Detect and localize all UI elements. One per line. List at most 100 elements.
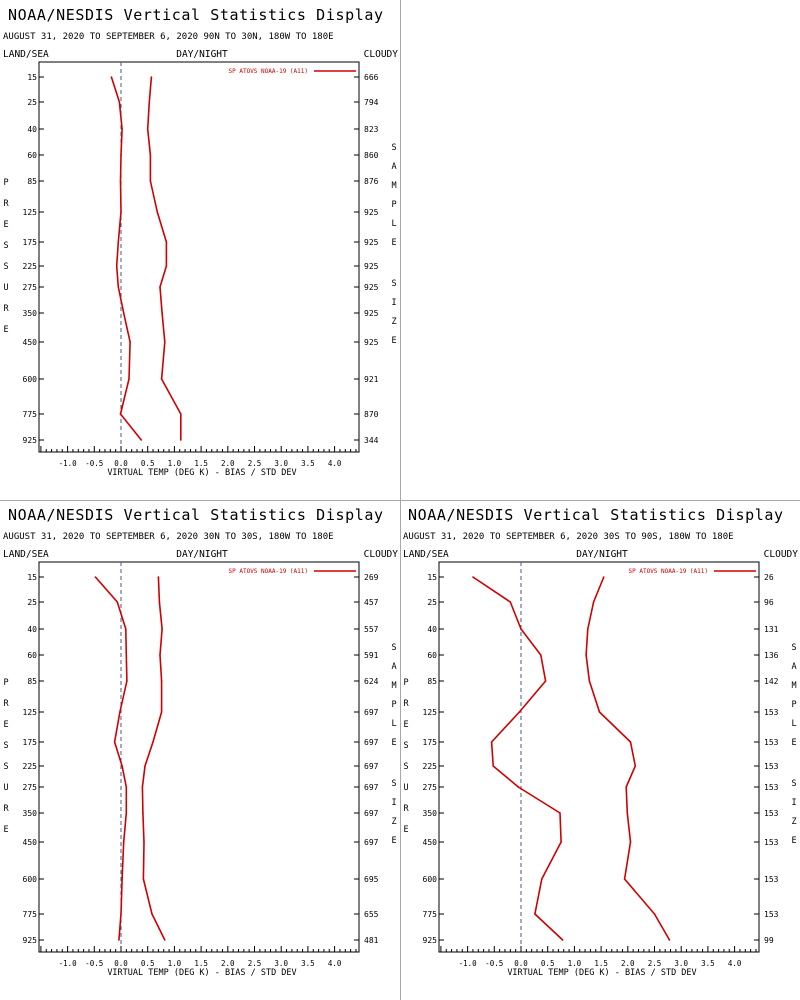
data-point-std-dev	[588, 680, 591, 682]
sample-size-label: 26	[764, 573, 774, 582]
x-tick-label: 3.0	[274, 959, 288, 968]
x-tick-label: 4.0	[328, 959, 342, 968]
plot-frame	[438, 561, 760, 953]
data-point-std-dev	[159, 286, 161, 288]
header-day-night: DAY/NIGHT	[576, 549, 628, 560]
data-point-bias	[129, 341, 131, 343]
y-axis-label-letter: R	[3, 699, 9, 709]
pressure-level-label: 350	[23, 809, 38, 818]
y-axis-label-letter: U	[3, 783, 8, 793]
data-point-std-dev	[653, 913, 656, 915]
data-point-std-dev	[160, 680, 163, 682]
sample-size-label: 153	[764, 875, 779, 884]
pressure-level-label: 40	[27, 125, 37, 134]
sample-size-label: 823	[364, 125, 379, 134]
pressure-level-label: 25	[27, 598, 37, 607]
y2-axis-label-letter: E	[391, 336, 396, 346]
y2-axis-label-letter: P	[391, 700, 396, 710]
header-cloudy: CLOUDY	[364, 49, 399, 60]
pressure-level-label: 450	[23, 338, 38, 347]
y-axis-label-letter: S	[3, 741, 8, 751]
chart-subtitle: AUGUST 31, 2020 TO SEPTEMBER 6, 2020 30N…	[3, 532, 334, 542]
pressure-level-label: 600	[23, 375, 38, 384]
chart-panel-90n-30n: NOAA/NESDIS Vertical Statistics Display A…	[0, 0, 400, 500]
x-tick-label: 0.0	[114, 459, 128, 468]
sample-size-label: 925	[364, 309, 379, 318]
data-point-bias	[560, 841, 562, 843]
y2-axis-label-letter: E	[391, 738, 396, 748]
data-point-bias	[126, 680, 128, 682]
data-point-std-dev	[143, 841, 145, 843]
data-point-std-dev	[142, 878, 145, 880]
pressure-level-label: 60	[27, 651, 37, 660]
data-point-std-dev	[160, 378, 163, 380]
data-point-bias	[118, 101, 121, 103]
data-point-std-dev	[165, 241, 168, 243]
x-tick-label: -0.5	[85, 959, 103, 968]
pressure-level-label: 350	[23, 309, 38, 318]
x-tick-label: 2.0	[221, 959, 235, 968]
pressure-level-label: 225	[23, 262, 38, 271]
pressure-level-label: 125	[23, 708, 38, 717]
sample-size-label: 925	[364, 208, 379, 217]
chart-panel-30n-30s: NOAA/NESDIS Vertical Statistics Display A…	[0, 500, 400, 1000]
data-point-std-dev	[158, 601, 161, 603]
sample-size-label: 655	[364, 910, 379, 919]
sample-size-label: 96	[764, 598, 774, 607]
y2-axis-label-letter: A	[391, 162, 396, 172]
data-point-std-dev	[634, 765, 637, 767]
y-axis-label-letter: S	[3, 762, 8, 772]
x-tick-label: 0.5	[141, 959, 155, 968]
sample-size-label: 860	[364, 151, 379, 160]
y2-axis-label-letter: Z	[391, 317, 396, 327]
data-point-std-dev	[142, 812, 144, 814]
data-point-bias	[120, 913, 122, 915]
sample-size-label: 153	[764, 762, 779, 771]
chart-svg: NOAA/NESDIS Vertical Statistics Display A…	[3, 506, 398, 978]
data-point-bias	[125, 654, 128, 656]
sample-size-label: 153	[764, 910, 779, 919]
data-point-std-dev	[623, 878, 626, 880]
chart-title: NOAA/NESDIS Vertical Statistics Display	[408, 506, 784, 524]
x-tick-label: 3.5	[301, 459, 315, 468]
legend-label: SP ATOVS NOAA-19 (A11)	[229, 68, 308, 75]
header-day-night: DAY/NIGHT	[176, 49, 228, 60]
sample-size-label: 921	[364, 375, 379, 384]
x-axis-label: VIRTUAL TEMP (DEG K) - BIAS / STD DEV	[507, 968, 696, 978]
x-tick-label: 3.0	[274, 459, 288, 468]
data-point-bias	[125, 812, 128, 814]
header-land-sea: LAND/SEA	[3, 49, 49, 60]
y-axis-label-letter: E	[3, 720, 8, 730]
data-point-std-dev	[159, 654, 161, 656]
data-point-bias	[119, 180, 122, 182]
x-tick-label: 3.5	[701, 959, 715, 968]
pressure-level-label: 275	[423, 783, 438, 792]
pressure-level-label: 775	[423, 910, 438, 919]
data-point-std-dev	[180, 439, 182, 441]
y-axis-label-letter: S	[403, 762, 408, 772]
pressure-level-label: 175	[423, 738, 438, 747]
pressure-level-label: 450	[423, 838, 438, 847]
data-point-std-dev	[163, 341, 166, 343]
x-tick-label: 2.0	[221, 459, 235, 468]
sample-size-label: 624	[364, 677, 379, 686]
pressure-level-label: 85	[27, 677, 37, 686]
legend-label: SP ATOVS NOAA-19 (A11)	[229, 568, 308, 575]
legend-label: SP ATOVS NOAA-19 (A11)	[629, 568, 708, 575]
data-point-bias	[472, 576, 474, 578]
pressure-level-label: 275	[23, 783, 38, 792]
data-point-std-dev	[149, 180, 152, 182]
y-axis-label-letter: E	[403, 825, 408, 835]
x-tick-label: 2.5	[648, 959, 662, 968]
data-point-std-dev	[151, 913, 153, 915]
data-point-bias	[120, 154, 122, 156]
data-point-std-dev	[592, 601, 595, 603]
data-point-std-dev	[629, 741, 632, 743]
x-tick-label: 1.5	[194, 459, 208, 468]
pressure-level-label: 40	[27, 625, 37, 634]
data-point-std-dev	[586, 628, 589, 630]
pressure-level-label: 350	[423, 809, 438, 818]
data-point-bias	[517, 786, 520, 788]
header-cloudy: CLOUDY	[764, 549, 799, 560]
sample-size-label: 99	[764, 936, 774, 945]
